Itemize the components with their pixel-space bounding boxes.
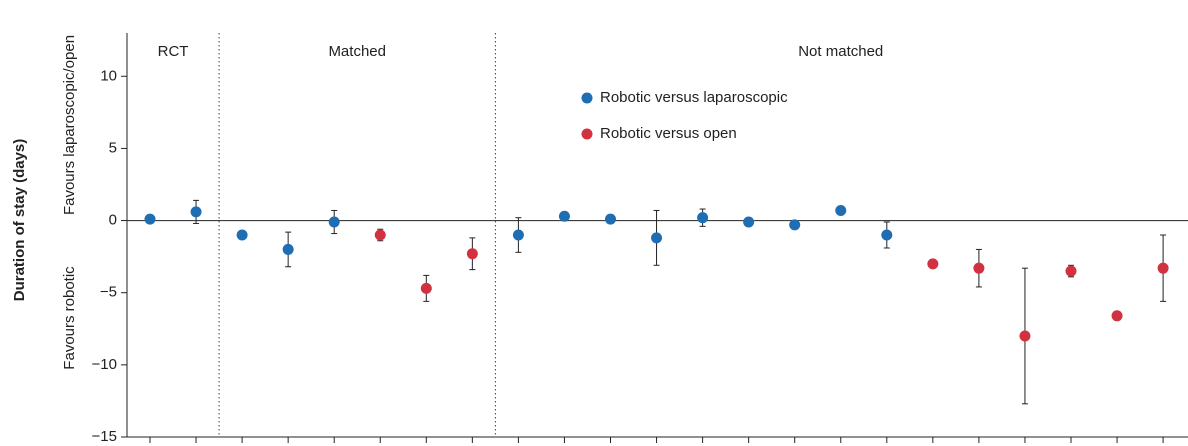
y-tick-label: −5 [100, 284, 117, 301]
y-tick-label: 10 [100, 67, 117, 84]
y-axis-subtitle: Favours robotic [61, 266, 78, 370]
data-point [282, 243, 294, 255]
legend-marker [581, 92, 593, 104]
data-point [558, 210, 570, 222]
data-point [835, 204, 847, 216]
data-point [1157, 262, 1169, 274]
y-axis-title: Duration of stay (days) [11, 139, 28, 302]
data-point [236, 229, 248, 241]
y-tick-label: −15 [92, 428, 117, 445]
legend-marker [581, 128, 593, 140]
legend-label: Robotic versus laparoscopic [600, 89, 788, 106]
section-label: Not matched [798, 43, 883, 60]
data-point [697, 212, 709, 224]
y-tick-label: −10 [92, 356, 117, 373]
data-point [512, 229, 524, 241]
data-point [420, 282, 432, 294]
data-point [743, 216, 755, 228]
data-point [1019, 330, 1031, 342]
data-point [466, 248, 478, 260]
data-point [927, 258, 939, 270]
y-axis-subtitle: Favours laparoscopic/open [61, 35, 78, 215]
y-tick-label: 0 [109, 212, 117, 229]
data-point [328, 216, 340, 228]
data-point [190, 206, 202, 218]
legend-label: Robotic versus open [600, 125, 737, 142]
section-label: Matched [328, 43, 386, 60]
data-point [881, 229, 893, 241]
data-point [1065, 265, 1077, 277]
data-point [651, 232, 663, 244]
y-tick-label: 5 [109, 139, 117, 156]
data-point [374, 229, 386, 241]
data-point [789, 219, 801, 231]
data-point [605, 213, 616, 225]
data-point [1111, 310, 1123, 322]
data-point [144, 213, 156, 225]
section-label: RCT [158, 43, 189, 60]
data-point [973, 262, 985, 274]
